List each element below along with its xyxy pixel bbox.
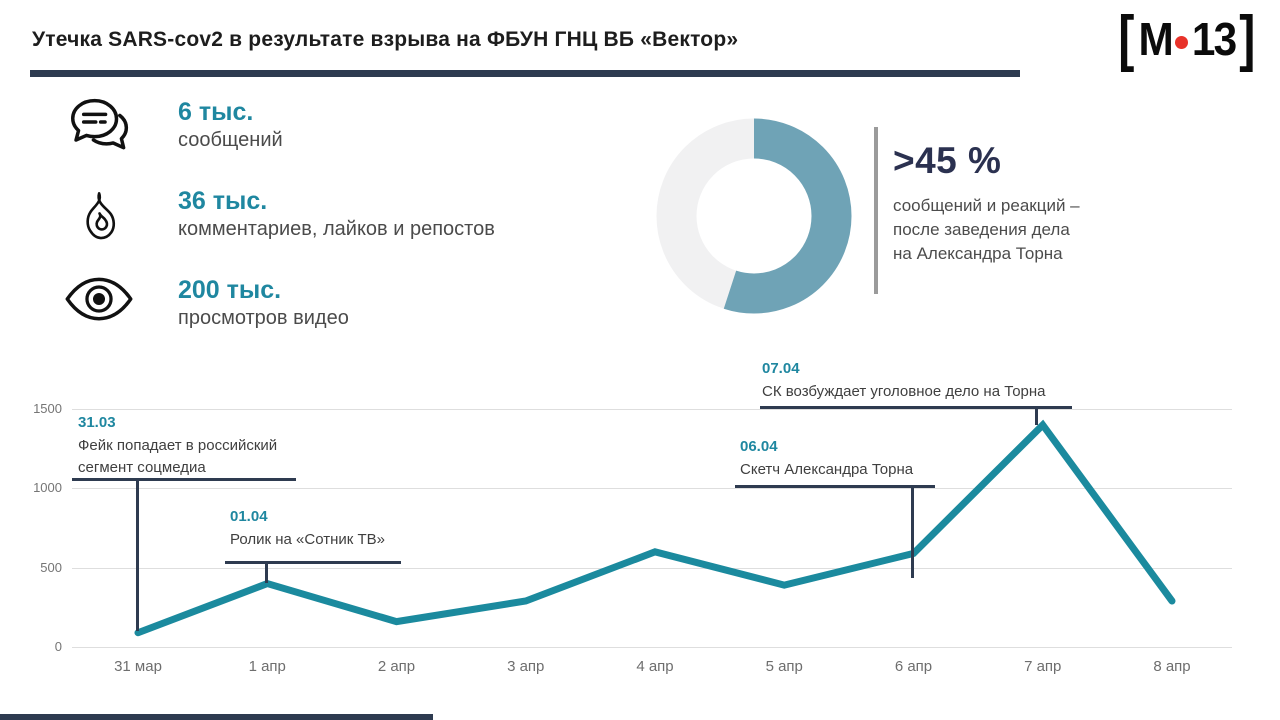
annotation-connector-01-04	[265, 564, 268, 583]
annotation-date: 31.03	[78, 414, 116, 431]
logo-right-bracket: ]	[1239, 4, 1256, 73]
stat-label: сообщений	[178, 128, 283, 151]
logo-left-bracket: [	[1118, 4, 1135, 73]
logo-red-dot	[1175, 35, 1189, 49]
stat-text: 6 тыс. сообщений	[178, 96, 283, 153]
annotation-07-04: 07.04 СК возбуждает уголовное дело на То…	[762, 360, 1092, 403]
x-axis-tick-label: 31 мар	[114, 658, 162, 675]
header-divider	[30, 70, 1020, 77]
annotation-01-04: 01.04 Ролик на «Сотник ТВ»	[230, 508, 450, 551]
x-axis-tick-label: 3 апр	[507, 658, 545, 675]
footer-bar	[0, 714, 433, 720]
percent-description: сообщений и реакций – после заведения дел…	[893, 194, 1213, 265]
stat-label: просмотров видео	[178, 306, 349, 329]
x-axis-tick-label: 1 апр	[248, 658, 286, 675]
stat-value: 200 тыс.	[178, 276, 282, 304]
x-axis-tick-label: 6 апр	[894, 658, 933, 675]
x-axis-tick-label: 8 апр	[1153, 658, 1191, 675]
annotation-text: Ролик на «Сотник ТВ»	[230, 531, 385, 548]
percent-description-line: сообщений и реакций –	[893, 196, 1080, 215]
gridline-y-1000	[72, 488, 1232, 490]
stat-value: 6 тыс.	[178, 98, 254, 126]
stats-panel: 6 тыс. сообщений 36 тыс. комментариев, л…	[64, 96, 604, 356]
donut-fill-arc	[656, 118, 852, 314]
percent-description-line: на Александра Торна	[893, 243, 1063, 263]
annotation-rule-07-04	[760, 406, 1072, 409]
annotation-rule-06-04	[735, 485, 935, 488]
annotation-text: СК возбуждает уголовное дело на Торна	[762, 383, 1046, 400]
x-axis-tick-label: 7 апр	[1024, 658, 1062, 675]
annotation-date: 07.04	[762, 360, 800, 377]
flame-icon	[86, 192, 116, 240]
annotation-date: 06.04	[740, 438, 778, 455]
stat-reactions: 36 тыс. комментариев, лайков и репостов	[64, 185, 604, 249]
y-axis-tick-label: 1500	[33, 401, 62, 417]
annotation-date: 01.04	[230, 508, 268, 525]
eye-icon	[65, 277, 133, 321]
stat-text: 36 тыс. комментариев, лайков и репостов	[178, 185, 495, 242]
percent-block: >45 % сообщений и реакций – после заведен…	[893, 140, 1213, 265]
chat-bubbles-icon	[71, 98, 129, 150]
stat-messages: 6 тыс. сообщений	[64, 96, 604, 160]
stat-label: комментариев, лайков и репостов	[178, 217, 495, 240]
percent-value: >45 %	[893, 140, 1002, 181]
annotation-connector-07-04	[1035, 409, 1038, 425]
annotation-text: Фейк попадает в российский сегмент соцме…	[78, 437, 278, 476]
logo-letter: М	[1138, 13, 1173, 65]
x-axis-tick-label: 5 апр	[765, 658, 803, 675]
annotation-connector-31-03	[136, 481, 139, 631]
gridline-y-500	[72, 567, 1232, 569]
annotation-connector-06-04	[911, 488, 914, 578]
stat-value: 36 тыс.	[178, 187, 268, 215]
y-axis-tick-label: 500	[40, 559, 62, 575]
gridline-y-0	[72, 647, 1232, 648]
annotation-text: Скетч Александра Торна	[740, 461, 914, 478]
x-axis-tick-label: 4 апр	[636, 658, 674, 675]
stat-text: 200 тыс. просмотров видео	[178, 274, 349, 331]
stat-views: 200 тыс. просмотров видео	[64, 274, 604, 331]
donut-chart	[656, 118, 852, 314]
percent-description-line: после заведения дела	[893, 219, 1070, 239]
x-axis-tick-label: 2 апр	[377, 658, 416, 675]
y-axis-tick-label: 1000	[33, 480, 62, 496]
annotation-06-04: 06.04 Скетч Александра Торна	[740, 438, 970, 481]
annotation-rule-31-03	[72, 478, 296, 481]
annotation-rule-01-04	[225, 561, 401, 564]
logo-number: 13	[1192, 13, 1237, 65]
vertical-divider	[874, 127, 878, 294]
page-title: Утечка SARS-cov2 в результате взрыва на …	[32, 28, 739, 51]
y-axis-tick-label: 0	[54, 639, 62, 654]
annotation-31-03: 31.03 Фейк попадает в российский сегмент…	[78, 414, 318, 479]
m13-logo: [ М 13 ]	[1116, 6, 1258, 72]
gridline-y-1500	[72, 409, 1232, 411]
